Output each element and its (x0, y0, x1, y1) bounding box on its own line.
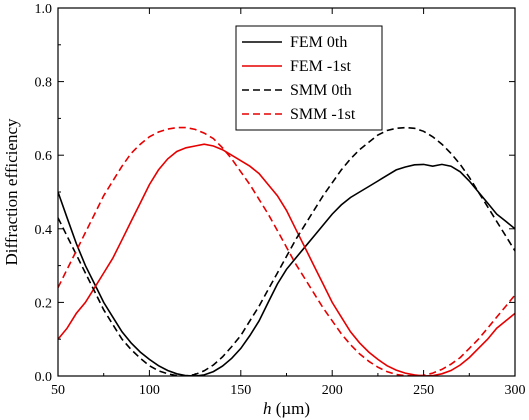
x-tick-label: 100 (139, 383, 160, 398)
y-tick-label: 0.4 (35, 223, 53, 238)
x-axis-title: h (µm) (263, 399, 310, 418)
legend-label: SMM 0th (290, 82, 352, 99)
ticks-layer: 50 100 150 200 250 300 0.0 0.2 0.4 0.6 0.8 1.0 (35, 2, 526, 398)
series-line-3 (58, 126, 515, 376)
legend-label: FEM 0th (290, 34, 347, 51)
x-tick-label: 250 (413, 383, 434, 398)
x-tick-label: 50 (51, 383, 65, 398)
x-axis-variable: h (263, 399, 272, 418)
y-axis-title: Diffraction efficiency (2, 118, 21, 266)
x-tick-label: 150 (230, 383, 251, 398)
x-tick-label: 200 (322, 383, 343, 398)
series-line-2 (58, 126, 515, 376)
y-tick-label: 0.2 (35, 296, 53, 311)
legend-box (235, 25, 383, 131)
y-tick-label: 0.8 (35, 76, 53, 91)
series-line-1 (58, 143, 515, 376)
y-tick-label: 1.0 (35, 2, 53, 17)
series-layer (58, 126, 515, 376)
legend: FEM 0th FEM -1st SMM 0th SMM -1st (235, 25, 383, 131)
series-line-0 (58, 163, 515, 376)
legend-label: SMM -1st (290, 106, 356, 123)
y-tick-label: 0.6 (35, 149, 53, 164)
x-tick-label: 300 (505, 383, 526, 398)
y-tick-label: 0.0 (35, 370, 53, 385)
x-axis-unit: (µm) (271, 399, 310, 418)
legend-label: FEM -1st (290, 58, 351, 75)
